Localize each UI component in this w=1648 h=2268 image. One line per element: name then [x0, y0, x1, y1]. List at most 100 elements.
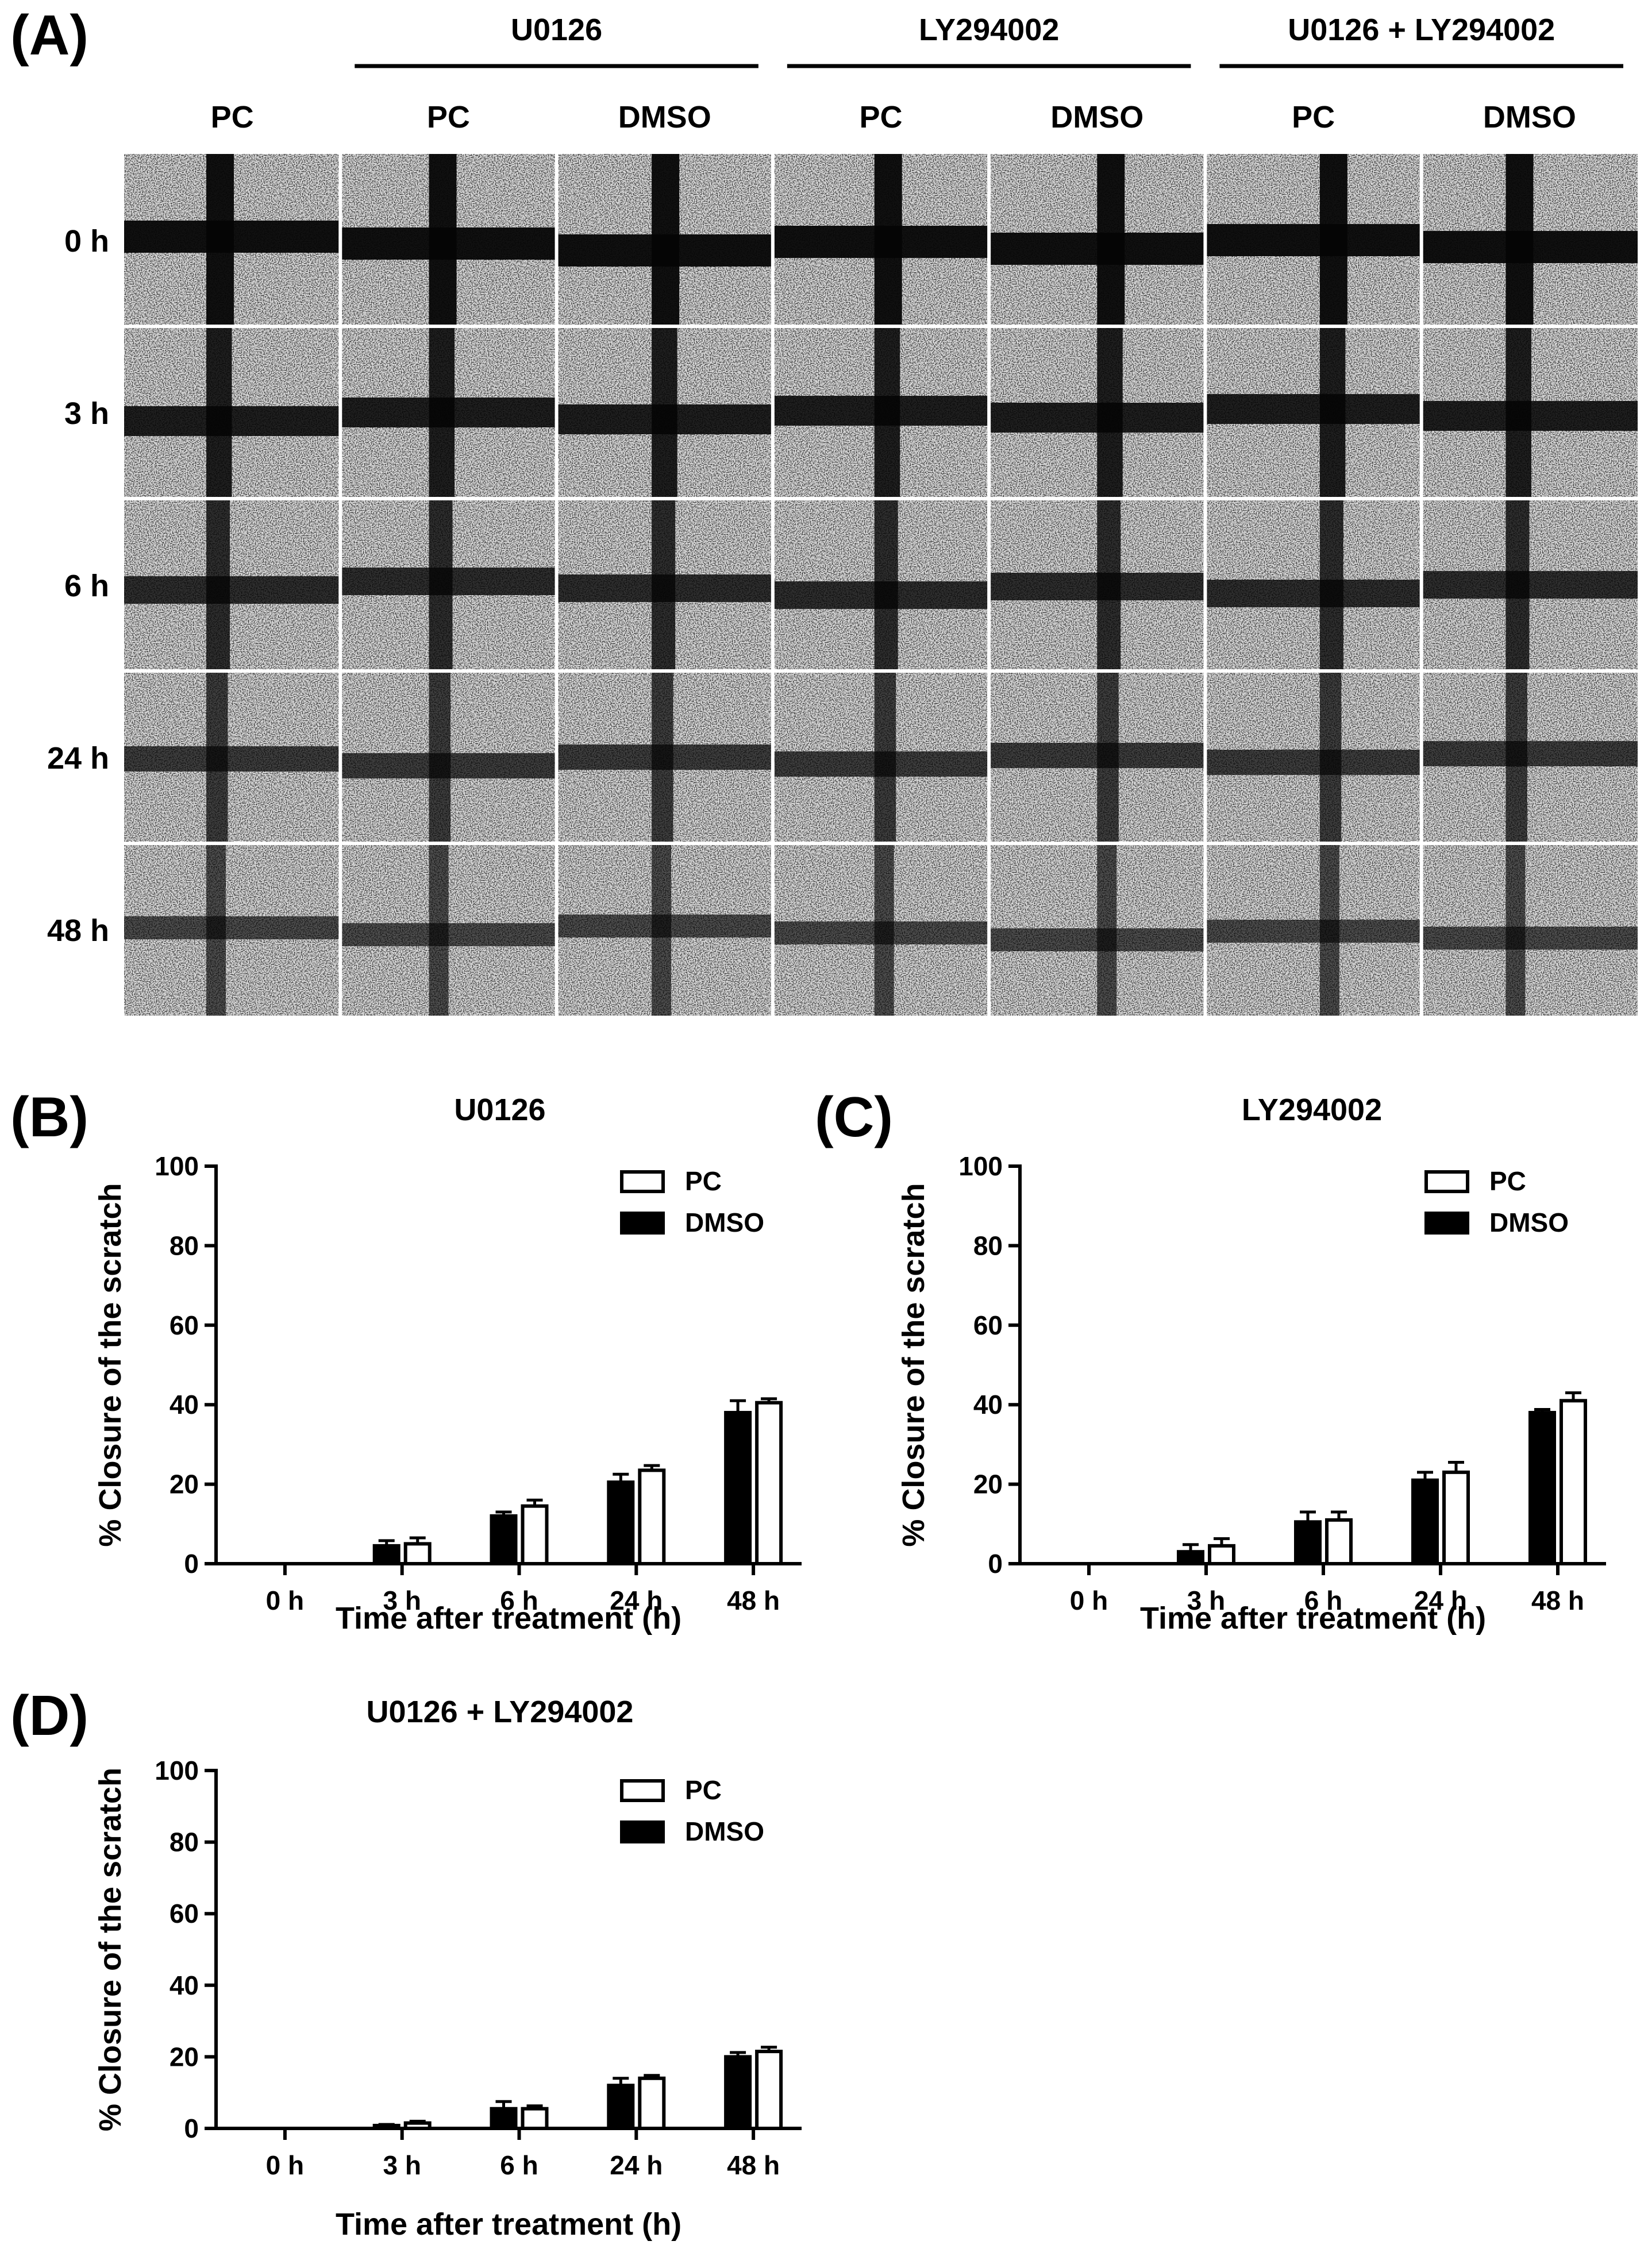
bar-dmso: [607, 1480, 635, 1565]
scratch-horizontal: [1205, 580, 1422, 607]
scratch-horizontal: [340, 568, 557, 595]
chart-title: U0126 + LY294002: [367, 1695, 634, 1729]
scratch-horizontal: [340, 227, 557, 260]
bar-pc: [521, 1504, 549, 1565]
scratch-horizontal: [989, 403, 1206, 433]
bar-dmso: [490, 1514, 518, 1565]
scratch-horizontal: [556, 234, 773, 267]
micrograph-cell: [1421, 671, 1638, 843]
row-label: 3 h: [64, 396, 109, 431]
x-tick-label: 0 h: [266, 2150, 304, 2180]
scratch-horizontal: [1421, 571, 1638, 599]
micrograph-cell: [556, 671, 773, 843]
micrograph-grid: [124, 154, 1638, 1016]
scratch-horizontal: [124, 746, 341, 772]
micrograph-cell: [124, 499, 341, 671]
x-tick-label: 24 h: [610, 1586, 663, 1615]
scratch-horizontal: [1421, 741, 1638, 766]
legend-label: PC: [685, 1775, 722, 1805]
x-tick-label: 3 h: [1187, 1586, 1225, 1615]
y-tick-label: 60: [170, 1310, 199, 1340]
micrograph-cell: [124, 671, 341, 843]
chart-c-ly294002: (C) LY294002 0 20 40 60 80 100 0 h 3 h 6 h 24 h 48 h…: [815, 1085, 1606, 1636]
scratch-horizontal: [772, 226, 989, 258]
bar-pc: [403, 1542, 432, 1565]
bar-dmso: [490, 2107, 518, 2131]
bar-pc: [755, 1401, 783, 1565]
legend-label: DMSO: [685, 1816, 764, 1846]
bar-pc: [403, 2121, 432, 2131]
y-tick-label: 40: [973, 1390, 1003, 1420]
x-tick-label: 48 h: [727, 1586, 780, 1615]
row-label: 48 h: [47, 913, 109, 948]
y-tick-label: 60: [973, 1310, 1003, 1340]
column-header: DMSO: [618, 100, 711, 134]
group-header: U0126 + LY294002: [1288, 13, 1555, 47]
row-label: 6 h: [64, 569, 109, 603]
legend-swatch-pc: [1424, 1170, 1469, 1193]
scratch-horizontal: [1421, 231, 1638, 263]
micrograph-cell: [989, 671, 1206, 843]
panel-a-headers: U0126 LY294002 U0126 + LY294002 PC PC DMSO PC D…: [47, 13, 1623, 948]
x-axis-label: Time after treatment (h): [1140, 1601, 1486, 1636]
legend-label: DMSO: [1489, 1208, 1569, 1237]
micrograph-cell: [772, 671, 989, 843]
row-label: 0 h: [64, 224, 109, 259]
panel-a: (A) U0126 LY294002 U0126 + LY294002 PC PC DMS…: [10, 3, 1638, 1016]
column-header: PC: [211, 100, 254, 134]
micrograph-cell: [772, 843, 989, 1016]
y-tick-label: 60: [170, 1899, 199, 1928]
scratch-horizontal: [340, 398, 557, 427]
x-axis-label: Time after treatment (h): [336, 2207, 681, 2242]
chart-b-u0126: (B) U0126 0 20 40 60 80 100 0 h 3 h 6 h 24 h 48 h Tim…: [10, 1085, 802, 1636]
scratch-horizontal: [556, 745, 773, 770]
scratch-horizontal: [989, 928, 1206, 951]
scratch-horizontal: [772, 396, 989, 426]
legend-label: DMSO: [685, 1208, 764, 1237]
legend-swatch-dmso: [1424, 1212, 1469, 1235]
micrograph-cell: [340, 326, 557, 499]
bar-pc: [1325, 1518, 1353, 1565]
bar-pc: [638, 2076, 666, 2131]
micrograph-cell: [340, 499, 557, 671]
y-tick-label: 0: [184, 1549, 199, 1579]
y-tick-label: 100: [155, 1756, 199, 1785]
scratch-horizontal: [124, 221, 341, 253]
scratch-horizontal: [989, 573, 1206, 600]
y-tick-label: 20: [170, 2042, 199, 2072]
y-tick-label: 80: [170, 1231, 199, 1260]
x-tick-label: 3 h: [383, 2150, 421, 2180]
y-tick-label: 80: [170, 1827, 199, 1857]
bar-pc: [521, 2107, 549, 2131]
x-tick-label: 48 h: [1531, 1586, 1584, 1615]
micrograph-cell: [1421, 499, 1638, 671]
legend-swatch-dmso: [620, 1820, 665, 1843]
scratch-horizontal: [340, 923, 557, 946]
micrograph-cell: [989, 843, 1206, 1016]
scratch-horizontal: [124, 576, 341, 604]
column-header: PC: [427, 100, 470, 134]
scratch-horizontal: [124, 406, 341, 436]
x-tick-label: 0 h: [266, 1586, 304, 1615]
panel-letter: (B): [10, 1085, 88, 1148]
micrograph-cell: [556, 326, 773, 499]
y-tick-label: 100: [155, 1151, 199, 1181]
scratch-horizontal: [989, 743, 1206, 768]
scratch-horizontal: [1205, 920, 1422, 943]
legend-swatch-pc: [620, 1779, 665, 1802]
micrograph-cell: [1421, 843, 1638, 1016]
bar-dmso: [372, 1544, 401, 1566]
scratch-horizontal: [1421, 401, 1638, 431]
scratch-horizontal: [772, 921, 989, 944]
micrograph-cell: [1421, 326, 1638, 499]
scratch-horizontal: [1205, 750, 1422, 775]
micrograph-cell: [772, 499, 989, 671]
y-tick-label: 40: [170, 1390, 199, 1420]
chart-d-combined: (D) U0126 + LY294002 0 20 40 60 80 100 0 h 3 h 6 h…: [10, 1684, 802, 2242]
x-axis-label: Time after treatment (h): [336, 1601, 681, 1636]
x-tick-label: 6 h: [1304, 1586, 1342, 1615]
legend-swatch-pc: [620, 1170, 665, 1193]
micrograph-cell: [989, 326, 1206, 499]
scratch-horizontal: [124, 916, 341, 939]
legend-swatch-dmso: [620, 1212, 665, 1235]
